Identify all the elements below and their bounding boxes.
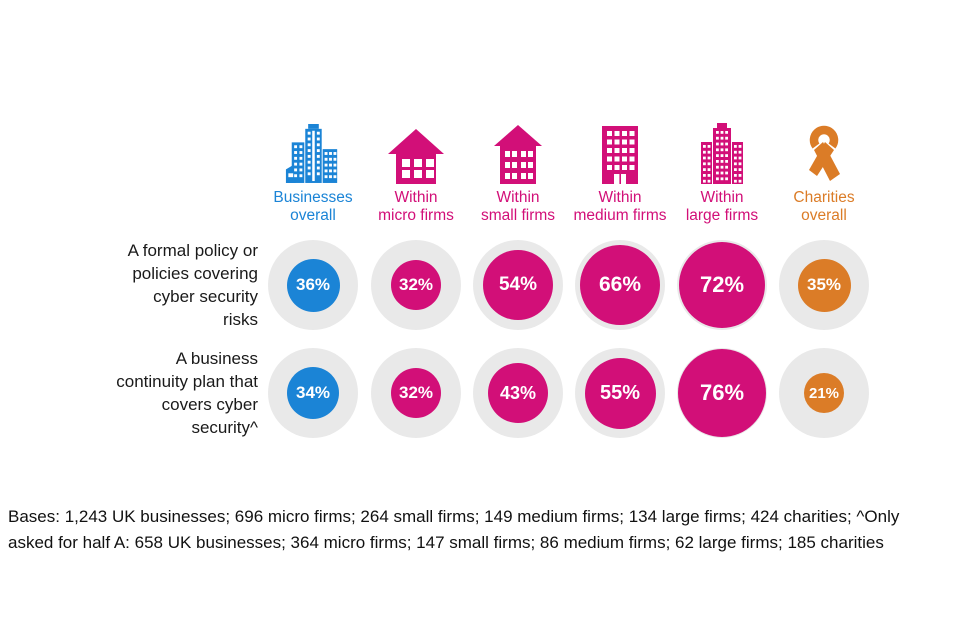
bubble-cell: 72% — [677, 240, 767, 330]
bubble-value: 54% — [498, 274, 538, 295]
bubble: 36% — [286, 258, 340, 312]
column-label-line: overall — [801, 207, 847, 224]
column-label-line: large firms — [685, 207, 759, 224]
column-label: Businesses overall — [261, 189, 365, 225]
bubble-cell: 66% — [575, 240, 665, 330]
house-icon — [364, 116, 468, 184]
column-header-within-medium-firms: Within medium firms — [568, 116, 672, 225]
bubble-cell: 54% — [473, 240, 563, 330]
bubble-cell: 21% — [779, 348, 869, 438]
column-label-line: Within — [700, 189, 744, 206]
bubble-cell: 55% — [575, 348, 665, 438]
column-label-line: medium firms — [573, 207, 667, 224]
column-label: Within medium firms — [568, 189, 672, 225]
column-header-within-small-firms: Within small firms — [466, 116, 570, 225]
bubble-value: 21% — [808, 384, 840, 402]
row-label-line: covers cyber — [161, 395, 258, 414]
bubble-cell: 36% — [268, 240, 358, 330]
ribbon-icon — [772, 116, 876, 184]
column-label-line: Within — [598, 189, 642, 206]
bubble: 35% — [797, 258, 851, 312]
bubble: 21% — [804, 373, 844, 413]
bases-note: Bases: 1,243 UK businesses; 696 micro fi… — [8, 504, 956, 555]
column-label-line: Within — [496, 189, 540, 206]
bubble-value: 32% — [398, 383, 434, 402]
bubble: 66% — [580, 245, 660, 325]
column-label-line: Within — [394, 189, 438, 206]
bubble-cell: 32% — [371, 348, 461, 438]
bubble: 72% — [679, 242, 765, 328]
office-building-icon — [568, 116, 672, 184]
row-label-line: A business — [175, 349, 258, 368]
bubble-cell: 34% — [268, 348, 358, 438]
row-label-line: cyber security — [153, 287, 258, 306]
bubble-value: 32% — [398, 275, 434, 294]
column-label: Within large firms — [670, 189, 774, 225]
bases-note-line-1: Bases: 1,243 UK businesses; 696 micro fi… — [8, 507, 900, 526]
bubble-cell: 43% — [473, 348, 563, 438]
bubble-value: 36% — [295, 275, 331, 294]
bubble-cell: 32% — [371, 240, 461, 330]
bubble-value: 43% — [499, 382, 537, 403]
row-label-line: risks — [223, 310, 258, 329]
bubble: 32% — [391, 260, 441, 310]
city-buildings-icon — [261, 116, 365, 184]
bubble-value: 76% — [699, 380, 745, 405]
bubble: 54% — [483, 250, 553, 320]
column-label-line: small firms — [480, 207, 556, 224]
column-header-within-micro-firms: Within micro firms — [364, 116, 468, 225]
row-label-line: security^ — [191, 418, 258, 437]
bubble-value: 72% — [699, 272, 745, 297]
bubble-cell: 35% — [779, 240, 869, 330]
column-label: Within small firms — [466, 189, 570, 225]
column-header-businesses-overall: Businesses overall — [261, 116, 365, 225]
column-label-line: Charities — [793, 189, 855, 206]
bubble: 55% — [584, 357, 656, 429]
row-label-line: policies covering — [132, 264, 258, 283]
bubble: 43% — [488, 363, 548, 423]
column-label: Charities overall — [772, 189, 876, 225]
bubble-cell: 76% — [677, 348, 767, 438]
bubble-value: 35% — [806, 275, 842, 294]
small-building-icon — [466, 116, 570, 184]
column-label-line: overall — [290, 207, 336, 224]
row-label-line: continuity plan that — [116, 372, 258, 391]
bubble-value: 34% — [295, 383, 331, 402]
column-label-line: micro firms — [378, 207, 454, 224]
column-label-line: Businesses — [273, 189, 353, 206]
bubble: 76% — [678, 349, 766, 437]
bases-note-line-2: asked for half A: 658 UK businesses; 364… — [8, 532, 884, 552]
bubble-value: 66% — [598, 273, 642, 296]
bubble: 32% — [391, 368, 441, 418]
row-label: A business continuity plan that covers cyb… — [28, 347, 258, 439]
row-label-line: A formal policy or — [127, 241, 258, 260]
row-label: A formal policy or policies covering cyber… — [28, 239, 258, 331]
bubble-value: 55% — [599, 381, 641, 404]
column-label: Within micro firms — [364, 189, 468, 225]
column-header-charities-overall: Charities overall — [772, 116, 876, 225]
bubble: 34% — [287, 367, 339, 419]
column-header-within-large-firms: Within large firms — [670, 116, 774, 225]
skyscraper-icon — [670, 116, 774, 184]
